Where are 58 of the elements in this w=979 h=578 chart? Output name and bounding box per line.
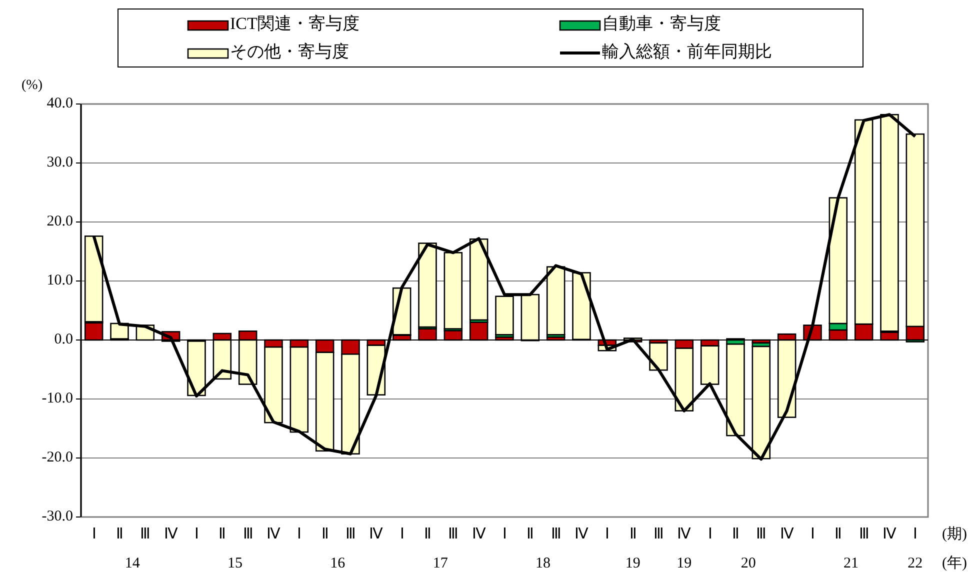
x-tick-label: Ⅰ bbox=[92, 526, 96, 542]
x-tick-label: Ⅳ bbox=[369, 526, 384, 542]
x-tick-label: Ⅳ bbox=[574, 526, 588, 542]
x-tick-label: Ⅲ bbox=[242, 526, 253, 542]
x-tick-label: Ⅱ bbox=[116, 526, 123, 542]
legend-label: ICT関連・寄与度 bbox=[230, 14, 360, 33]
x-tick-label: Ⅱ bbox=[732, 526, 739, 542]
x-tick-label: Ⅱ bbox=[629, 526, 636, 542]
x-tick-label: Ⅳ bbox=[780, 526, 794, 542]
x-tick-label: Ⅰ bbox=[708, 526, 712, 542]
text: 18 bbox=[536, 555, 550, 572]
text: 19 bbox=[625, 555, 640, 572]
y-axis-title: (%) bbox=[22, 78, 43, 94]
x-tick-label: Ⅰ bbox=[605, 526, 610, 542]
x-tick-label: Ⅳ bbox=[164, 526, 178, 542]
y-tick-label: 40.0 bbox=[46, 95, 73, 112]
x-tick-label: Ⅰ bbox=[297, 526, 302, 542]
x-tick-label: Ⅲ bbox=[756, 526, 766, 542]
x-tick-label: Ⅱ bbox=[424, 526, 431, 542]
text: 21 bbox=[844, 555, 858, 572]
y-tick-label: -20.0 bbox=[42, 449, 73, 466]
y-tick-label: 10.0 bbox=[46, 272, 73, 288]
y-tick-label: 30.0 bbox=[46, 154, 73, 170]
x-tick-label: Ⅱ bbox=[321, 526, 328, 542]
legend-label: その他・寄与度 bbox=[230, 42, 349, 61]
legend-label: 自動車・寄与度 bbox=[602, 14, 721, 33]
x-tick-label: Ⅰ bbox=[502, 526, 506, 542]
x-tick-label: Ⅱ bbox=[526, 526, 534, 542]
x-tick-label: Ⅰ bbox=[194, 526, 198, 542]
legend-label: 輸入総額・前年同期比 bbox=[602, 42, 772, 61]
x-tick-label: Ⅳ bbox=[266, 526, 280, 542]
x-tick-label: Ⅲ bbox=[858, 526, 869, 542]
text: 16 bbox=[330, 555, 346, 572]
x-tick-label: Ⅲ bbox=[140, 526, 150, 542]
x-tick-label: Ⅰ bbox=[913, 526, 918, 542]
x-tick-label: Ⅳ bbox=[677, 526, 692, 542]
x-tick-label: Ⅱ bbox=[218, 526, 226, 542]
x-tick-label: Ⅱ bbox=[834, 526, 842, 542]
x-tick-label: Ⅲ bbox=[448, 526, 458, 542]
x-tick-label: Ⅰ bbox=[400, 526, 404, 542]
text: 19 bbox=[676, 555, 692, 572]
y-tick-label: 20.0 bbox=[46, 213, 73, 230]
x-tick-label: Ⅳ bbox=[882, 526, 896, 542]
x-tick-label: Ⅲ bbox=[346, 526, 356, 542]
text: 20 bbox=[740, 555, 756, 572]
text: 17 bbox=[432, 555, 448, 572]
text: (期) bbox=[942, 525, 967, 542]
y-tick-label: 0.0 bbox=[54, 331, 73, 348]
x-tick-label: Ⅳ bbox=[472, 526, 486, 542]
text: (年) bbox=[942, 554, 967, 572]
text: 22 bbox=[908, 555, 923, 572]
y-tick-label: -30.0 bbox=[42, 508, 73, 524]
x-tick-label: Ⅲ bbox=[654, 526, 664, 542]
text: 14 bbox=[124, 555, 140, 572]
text: 15 bbox=[228, 555, 242, 572]
x-tick-label: Ⅰ bbox=[810, 526, 814, 542]
x-tick-label: Ⅲ bbox=[550, 526, 561, 542]
y-tick-label: -10.0 bbox=[42, 390, 73, 406]
